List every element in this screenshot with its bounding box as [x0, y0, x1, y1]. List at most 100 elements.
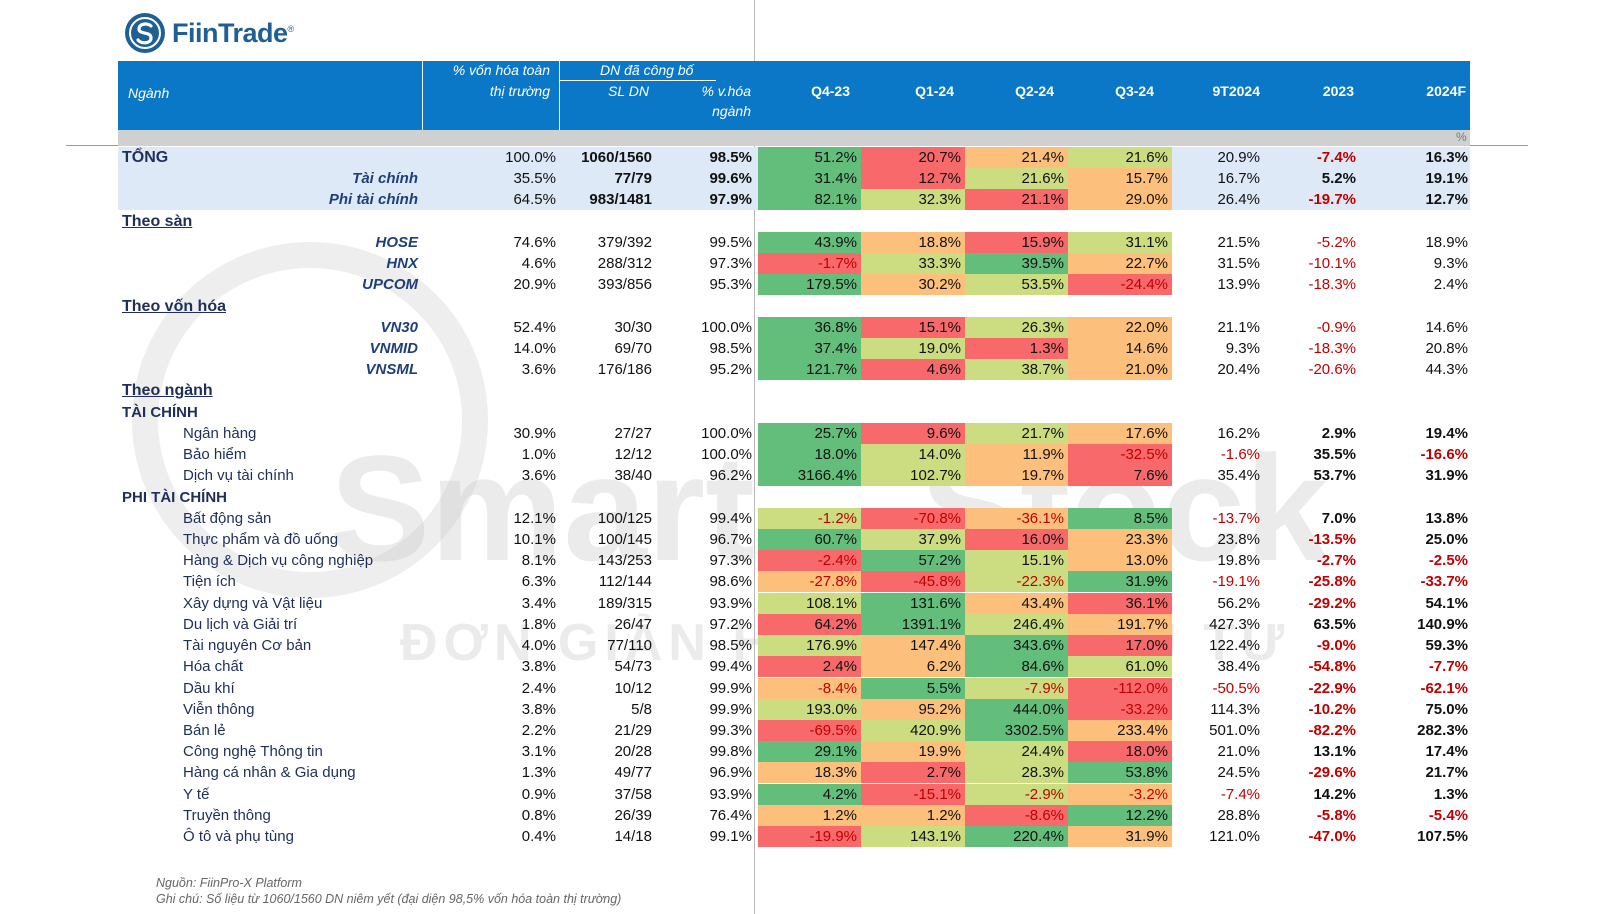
growth-2023-cell: -5.8%: [1316, 807, 1356, 824]
cap-share-cell: 2.4%: [521, 680, 556, 697]
growth-2024f-cell: 12.7%: [1425, 191, 1468, 208]
company-count-cell: 1060/1560: [581, 149, 652, 166]
growth-heat-cell: 21.1%: [965, 189, 1068, 210]
growth-heat-cell: 43.4%: [965, 593, 1068, 614]
growth-2024f-cell: 19.4%: [1425, 425, 1468, 442]
row-label: Tài chính: [352, 170, 418, 187]
cap-share-cell: 4.6%: [521, 255, 556, 272]
company-count-cell: 77/110: [607, 637, 652, 654]
growth-heat-cell: 84.6%: [965, 656, 1068, 677]
growth-heat-cell: 4.6%: [861, 359, 965, 380]
fiintrade-logo: FiinTrade®: [124, 8, 294, 58]
growth-2024f-cell: 9.3%: [1433, 255, 1468, 272]
growth-heat-cell: 21.4%: [965, 147, 1068, 168]
sector-cap-cell: 76.4%: [709, 807, 752, 824]
growth-2023-cell: -5.2%: [1316, 234, 1356, 251]
growth-2023-cell: -2.7%: [1316, 552, 1356, 569]
growth-2024f-cell: 54.1%: [1425, 595, 1468, 612]
row-label: Viễn thông: [183, 701, 255, 718]
header-q3-24: Q3-24: [1115, 83, 1154, 99]
growth-heat-cell: 220.4%: [965, 826, 1068, 847]
growth-2024f-cell: 21.7%: [1425, 764, 1468, 781]
growth-9t2024-cell: 121.0%: [1209, 828, 1260, 845]
growth-heat-cell: -24.4%: [1068, 274, 1172, 295]
cap-share-cell: 0.8%: [521, 807, 556, 824]
footnote: Ghi chú: Số liệu từ 1060/1560 DN niêm yế…: [156, 892, 622, 906]
cap-share-cell: 100.0%: [505, 149, 556, 166]
growth-2023-cell: -18.3%: [1308, 276, 1356, 293]
growth-2024f-cell: -62.1%: [1420, 680, 1468, 697]
cap-share-cell: 1.8%: [521, 616, 556, 633]
growth-heat-cell: 26.3%: [965, 317, 1068, 338]
growth-heat-cell: 64.2%: [758, 614, 861, 635]
growth-heat-cell: 36.1%: [1068, 593, 1172, 614]
growth-heat-cell: 19.9%: [861, 741, 965, 762]
growth-9t2024-cell: 23.8%: [1217, 531, 1260, 548]
growth-heat-cell: 31.4%: [758, 168, 861, 189]
growth-9t2024-cell: 21.0%: [1217, 743, 1260, 760]
growth-heat-cell: -8.4%: [758, 678, 861, 699]
growth-2024f-cell: 107.5%: [1417, 828, 1468, 845]
header-q1-24: Q1-24: [915, 83, 954, 99]
growth-heat-cell: 15.9%: [965, 232, 1068, 253]
growth-heat-cell: 82.1%: [758, 189, 861, 210]
growth-heat-cell: 53.8%: [1068, 762, 1172, 783]
growth-2023-cell: -20.6%: [1308, 361, 1356, 378]
growth-9t2024-cell: 501.0%: [1209, 722, 1260, 739]
growth-heat-cell: 9.6%: [861, 423, 965, 444]
cap-share-cell: 3.4%: [521, 595, 556, 612]
growth-9t2024-cell: -7.4%: [1220, 786, 1260, 803]
sector-cap-cell: 99.8%: [709, 743, 752, 760]
sector-cap-cell: 96.2%: [709, 467, 752, 484]
company-count-cell: 21/29: [614, 722, 652, 739]
header-group-label: DN đã công bố: [600, 62, 694, 78]
growth-2023-cell: -9.0%: [1316, 637, 1356, 654]
header-vhoa-line2: ngành: [712, 103, 751, 119]
company-count-cell: 379/392: [597, 234, 652, 251]
growth-heat-cell: 43.9%: [758, 232, 861, 253]
company-count-cell: 37/58: [614, 786, 652, 803]
growth-heat-cell: 30.2%: [861, 274, 965, 295]
growth-heat-cell: 31.9%: [1068, 826, 1172, 847]
cap-share-cell: 4.0%: [521, 637, 556, 654]
growth-heat-cell: 17.0%: [1068, 635, 1172, 656]
row-label: Bảo hiểm: [183, 446, 247, 463]
cap-share-cell: 3.1%: [521, 743, 556, 760]
cap-share-cell: 3.6%: [521, 467, 556, 484]
growth-9t2024-cell: 24.5%: [1217, 764, 1260, 781]
cap-share-cell: 3.8%: [521, 701, 556, 718]
row-label: PHI TÀI CHÍNH: [122, 489, 227, 506]
growth-9t2024-cell: 28.8%: [1217, 807, 1260, 824]
row-label: Tài nguyên Cơ bản: [183, 637, 312, 654]
growth-2023-cell: -29.6%: [1308, 764, 1356, 781]
growth-heat-cell: 121.7%: [758, 359, 861, 380]
company-count-cell: 20/28: [614, 743, 652, 760]
sector-cap-cell: 97.3%: [709, 255, 752, 272]
row-label: HNX: [386, 255, 418, 272]
growth-heat-cell: 18.3%: [758, 762, 861, 783]
growth-heat-cell: 15.1%: [965, 550, 1068, 571]
cap-share-cell: 6.3%: [521, 573, 556, 590]
growth-heat-cell: 37.9%: [861, 529, 965, 550]
growth-heat-cell: 18.0%: [1068, 741, 1172, 762]
row-label: Phi tài chính: [328, 191, 418, 208]
growth-2023-cell: -13.5%: [1308, 531, 1356, 548]
growth-2023-cell: -19.7%: [1308, 191, 1356, 208]
growth-2023-cell: 35.5%: [1313, 446, 1356, 463]
company-count-cell: 12/12: [614, 446, 652, 463]
growth-2023-cell: -82.2%: [1308, 722, 1356, 739]
growth-9t2024-cell: 56.2%: [1217, 595, 1260, 612]
cap-share-cell: 14.0%: [513, 340, 556, 357]
growth-2024f-cell: 140.9%: [1417, 616, 1468, 633]
growth-9t2024-cell: 114.3%: [1210, 701, 1260, 718]
cap-share-cell: 2.2%: [521, 722, 556, 739]
row-label: Du lịch và Giải trí: [183, 616, 298, 633]
growth-heat-cell: 28.3%: [965, 762, 1068, 783]
growth-2024f-cell: 13.8%: [1425, 510, 1468, 527]
cap-share-cell: 20.9%: [513, 276, 556, 293]
growth-heat-cell: 5.5%: [861, 678, 965, 699]
row-label: Hàng & Dịch vụ công nghiệp: [183, 552, 374, 569]
source-note: Nguồn: FiinPro-X Platform: [156, 876, 302, 890]
company-count-cell: 38/40: [614, 467, 652, 484]
growth-2023-cell: -10.1%: [1308, 255, 1356, 272]
